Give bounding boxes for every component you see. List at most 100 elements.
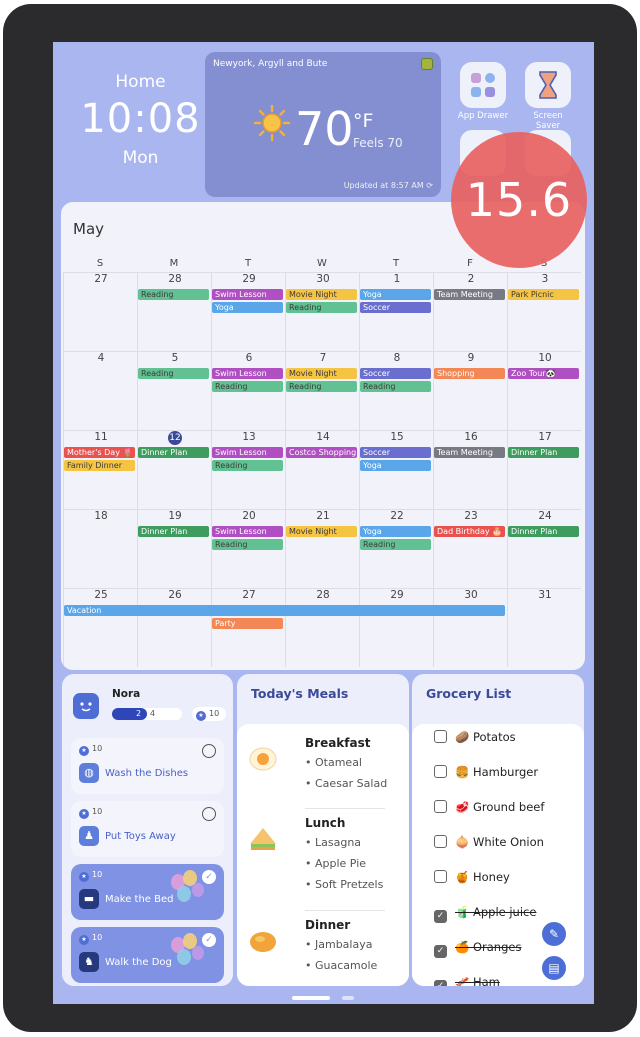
chore-card[interactable]: ★ 10 ▬ Make the Bed ✓ — [71, 864, 224, 920]
calendar-day-cell[interactable]: 29 — [359, 588, 433, 667]
chore-card[interactable]: ★ 10 ◍ Wash the Dishes — [71, 738, 224, 794]
chores-widget[interactable]: Nora 2 4 ★ 10 ★ 10 ◍ Wash the Dishes ★ 10 ♟ Put … — [62, 674, 233, 986]
grocery-widget[interactable]: Grocery List 🥔 Potatos 🍔 Hamburger 🥩 Groun… — [412, 674, 584, 986]
calendar-event[interactable]: Team Meeting — [434, 289, 505, 300]
calendar-event[interactable]: Costco Shopping — [286, 447, 357, 458]
calendar-day-cell[interactable]: 28 — [137, 272, 211, 351]
calendar-day-cell[interactable]: 8 — [359, 351, 433, 430]
calendar-event[interactable]: Reading — [212, 539, 283, 550]
grocery-item[interactable]: 🍯 Honey — [434, 870, 510, 890]
calendar-day-cell[interactable]: 30 — [433, 588, 507, 667]
calendar-event[interactable]: Dad Birthday 🎂 — [434, 526, 505, 537]
calendar-day-cell[interactable]: 25 — [63, 588, 137, 667]
chore-checkbox[interactable] — [202, 744, 216, 758]
calendar-day-cell[interactable]: 17 — [507, 430, 581, 509]
calendar-event[interactable]: Dinner Plan — [508, 526, 579, 537]
calendar-day-cell[interactable]: 9 — [433, 351, 507, 430]
grocery-checkbox[interactable] — [434, 800, 447, 813]
grocery-checkbox[interactable]: ✓ — [434, 910, 447, 923]
calendar-event[interactable]: Soccer — [360, 447, 431, 458]
clock-widget[interactable]: Home 10:08 Mon — [53, 72, 228, 168]
calendar-day-cell[interactable]: 19 — [137, 509, 211, 588]
calendar-event[interactable]: Movie Night — [286, 368, 357, 379]
calendar-day-cell[interactable]: 7 — [285, 351, 359, 430]
calendar-event[interactable]: Soccer — [360, 302, 431, 313]
calendar-event[interactable]: Mother's Day 🌷 — [64, 447, 135, 458]
calendar-event[interactable]: Dinner Plan — [138, 526, 209, 537]
grocery-item[interactable]: ✓ 🧃 Apple juice — [434, 905, 536, 925]
calendar-day-cell[interactable]: 22 — [359, 509, 433, 588]
calendar-event[interactable]: Swim Lesson — [212, 526, 283, 537]
calendar-day-cell[interactable]: 3 — [507, 272, 581, 351]
calendar-day-cell[interactable]: 24 — [507, 509, 581, 588]
calendar-day-cell[interactable]: 14 — [285, 430, 359, 509]
grocery-checkbox[interactable] — [434, 835, 447, 848]
calendar-day-cell[interactable]: 20 — [211, 509, 285, 588]
calendar-day-cell[interactable]: 13 — [211, 430, 285, 509]
calendar-event[interactable]: Shopping — [434, 368, 505, 379]
calendar-day-cell[interactable]: 27 — [63, 272, 137, 351]
calendar-event[interactable]: Vacation — [64, 605, 505, 616]
calendar-event[interactable]: Soccer — [360, 368, 431, 379]
calendar-day-cell[interactable]: 28 — [285, 588, 359, 667]
grocery-item[interactable]: ✓ 🥓 Ham — [434, 975, 500, 986]
calendar-event[interactable]: Yoga — [360, 289, 431, 300]
calendar-event[interactable]: Reading — [212, 381, 283, 392]
calendar-day-cell[interactable]: 12 — [137, 430, 211, 509]
calendar-day-cell[interactable]: 2 — [433, 272, 507, 351]
calendar-event[interactable]: Reading — [286, 381, 357, 392]
calendar-event[interactable]: Yoga — [360, 526, 431, 537]
calendar-day-cell[interactable]: 15 — [359, 430, 433, 509]
grocery-checkbox[interactable]: ✓ — [434, 945, 447, 958]
grocery-item[interactable]: ✓ 🍊 Oranges — [434, 940, 521, 960]
calendar-event[interactable]: Reading — [138, 289, 209, 300]
calendar-event[interactable]: Family Dinner — [64, 460, 135, 471]
calendar-event[interactable]: Zoo Tour🐼 — [508, 368, 579, 379]
chore-card[interactable]: ★ 10 ♞ Walk the Dog ✓ — [71, 927, 224, 983]
calendar-event[interactable]: Party — [212, 618, 283, 629]
calendar-day-cell[interactable]: 1 — [359, 272, 433, 351]
chore-card[interactable]: ★ 10 ♟ Put Toys Away — [71, 801, 224, 857]
calendar-event[interactable]: Reading — [212, 460, 283, 471]
page-indicator[interactable] — [342, 996, 354, 1000]
calendar-event[interactable]: Swim Lesson — [212, 368, 283, 379]
grocery-item[interactable]: 🥔 Potatos — [434, 730, 516, 750]
calendar-day-cell[interactable]: 21 — [285, 509, 359, 588]
calendar-day-cell[interactable]: 29 — [211, 272, 285, 351]
grocery-checkbox[interactable] — [434, 730, 447, 743]
refresh-icon[interactable]: ⟳ — [426, 181, 433, 190]
edit-list-button[interactable]: ✎ — [542, 922, 566, 946]
calendar-day-cell[interactable]: 16 — [433, 430, 507, 509]
grocery-checkbox[interactable] — [434, 870, 447, 883]
calendar-day-cell[interactable]: 10 — [507, 351, 581, 430]
calendar-event[interactable]: Dinner Plan — [508, 447, 579, 458]
calendar-event[interactable]: Reading — [360, 381, 431, 392]
weather-widget[interactable]: Newyork, Argyll and Bute 70 °F Feels 70 … — [205, 52, 441, 197]
calendar-event[interactable]: Reading — [360, 539, 431, 550]
calendar-event[interactable]: Park Picnic — [508, 289, 579, 300]
calendar-day-cell[interactable]: 31 — [507, 588, 581, 667]
grocery-checkbox[interactable]: ✓ — [434, 980, 447, 986]
calendar-event[interactable]: Reading — [138, 368, 209, 379]
screen-saver-button[interactable]: Screen Saver — [521, 62, 575, 131]
chore-done-check[interactable]: ✓ — [202, 870, 216, 884]
grocery-checkbox[interactable] — [434, 765, 447, 778]
calendar-event[interactable]: Dinner Plan — [138, 447, 209, 458]
calendar-day-cell[interactable]: 18 — [63, 509, 137, 588]
calendar-event[interactable]: Movie Night — [286, 289, 357, 300]
calendar-day-cell[interactable]: 5 — [137, 351, 211, 430]
chore-checkbox[interactable] — [202, 807, 216, 821]
user-avatar[interactable] — [73, 693, 99, 719]
calendar-day-cell[interactable]: 11 — [63, 430, 137, 509]
calendar-event[interactable]: Swim Lesson — [212, 289, 283, 300]
calendar-day-cell[interactable]: 26 — [137, 588, 211, 667]
grocery-item[interactable]: 🥩 Ground beef — [434, 800, 544, 820]
calendar-day-cell[interactable]: 6 — [211, 351, 285, 430]
calendar-day-cell[interactable]: 30 — [285, 272, 359, 351]
chore-done-check[interactable]: ✓ — [202, 933, 216, 947]
grocery-item[interactable]: 🧅 White Onion — [434, 835, 544, 855]
calendar-event[interactable]: Swim Lesson — [212, 447, 283, 458]
calendar-event[interactable]: Reading — [286, 302, 357, 313]
page-indicator-active[interactable] — [292, 996, 330, 1000]
